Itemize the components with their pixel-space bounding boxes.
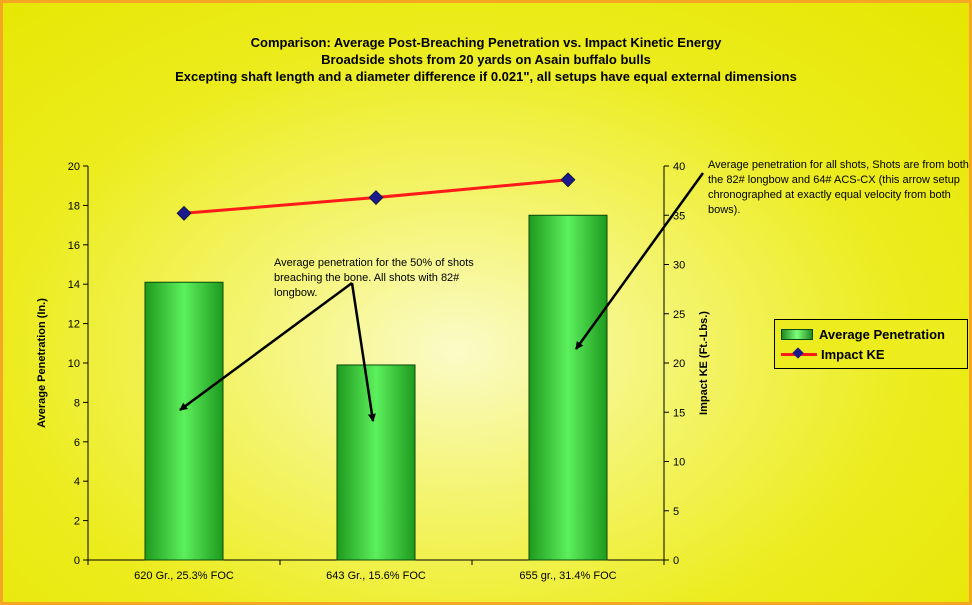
marker-impact-ke bbox=[560, 172, 576, 188]
marker-impact-ke bbox=[176, 205, 192, 221]
legend: Average Penetration Impact KE bbox=[774, 319, 968, 369]
chart-title-line-3: Excepting shaft length and a diameter di… bbox=[175, 69, 797, 84]
bar-average-penetration bbox=[528, 214, 608, 561]
y-tick-label-right: 35 bbox=[673, 210, 685, 222]
y-tick-label-right: 15 bbox=[673, 407, 685, 419]
legend-item-average-penetration: Average Penetration bbox=[781, 325, 945, 343]
y-tick-label-right: 5 bbox=[673, 506, 679, 518]
marker-impact-ke bbox=[368, 190, 384, 205]
y-tick-label-right: 0 bbox=[673, 555, 679, 567]
annotation-all-shots: Average penetration for all shots, Shots… bbox=[708, 159, 969, 216]
y-tick-label-left: 8 bbox=[74, 397, 80, 409]
arrow-annotation-bar-2 bbox=[350, 282, 376, 422]
y-tick-label-left: 0 bbox=[74, 555, 80, 567]
y-axis-title-left: Average Penetration (In.) bbox=[36, 298, 48, 428]
y-tick-label-right: 40 bbox=[673, 161, 685, 173]
legend-label: Average Penetration bbox=[819, 326, 945, 342]
legend-line-swatch bbox=[781, 347, 817, 360]
y-tick-label-right: 30 bbox=[673, 260, 685, 272]
y-tick-label-left: 18 bbox=[68, 200, 80, 212]
y-tick-label-left: 12 bbox=[68, 319, 80, 331]
y-tick-label-left: 6 bbox=[74, 437, 80, 449]
x-tick-label: 620 Gr., 25.3% FOC bbox=[134, 570, 234, 582]
y-tick-label-left: 2 bbox=[74, 516, 80, 528]
y-axis-title-right: Impact KE (Ft.-Lbs.) bbox=[698, 311, 710, 415]
y-tick-label-left: 14 bbox=[68, 279, 80, 291]
y-tick-label-right: 10 bbox=[673, 457, 685, 469]
chart-title-line-2: Broadside shots from 20 yards on Asain b… bbox=[321, 52, 651, 67]
annotation-breaching: Average penetration for the 50% of shots… bbox=[274, 257, 474, 299]
y-tick-label-right: 25 bbox=[673, 309, 685, 321]
chart-title-line-1: Comparison: Average Post-Breaching Penet… bbox=[250, 35, 722, 50]
y-tick-label-right: 20 bbox=[673, 358, 685, 370]
legend-item-impact-ke: Impact KE bbox=[781, 345, 885, 363]
y-tick-label-left: 20 bbox=[68, 161, 80, 173]
y-tick-label-left: 16 bbox=[68, 240, 80, 252]
chart-title: Comparison: Average Post-Breaching Penet… bbox=[0, 34, 972, 85]
bar-average-penetration bbox=[336, 364, 416, 561]
x-tick-label: 655 gr., 31.4% FOC bbox=[519, 570, 616, 582]
arrow-annotation-bar-3 bbox=[574, 172, 705, 350]
legend-label: Impact KE bbox=[821, 346, 885, 362]
arrow-annotation-bar-1 bbox=[179, 281, 353, 412]
bar-average-penetration bbox=[144, 281, 224, 561]
y-tick-label-left: 4 bbox=[74, 476, 80, 488]
y-tick-label-left: 10 bbox=[68, 358, 80, 370]
x-tick-label: 643 Gr., 15.6% FOC bbox=[326, 570, 426, 582]
legend-bar-swatch bbox=[781, 328, 813, 340]
